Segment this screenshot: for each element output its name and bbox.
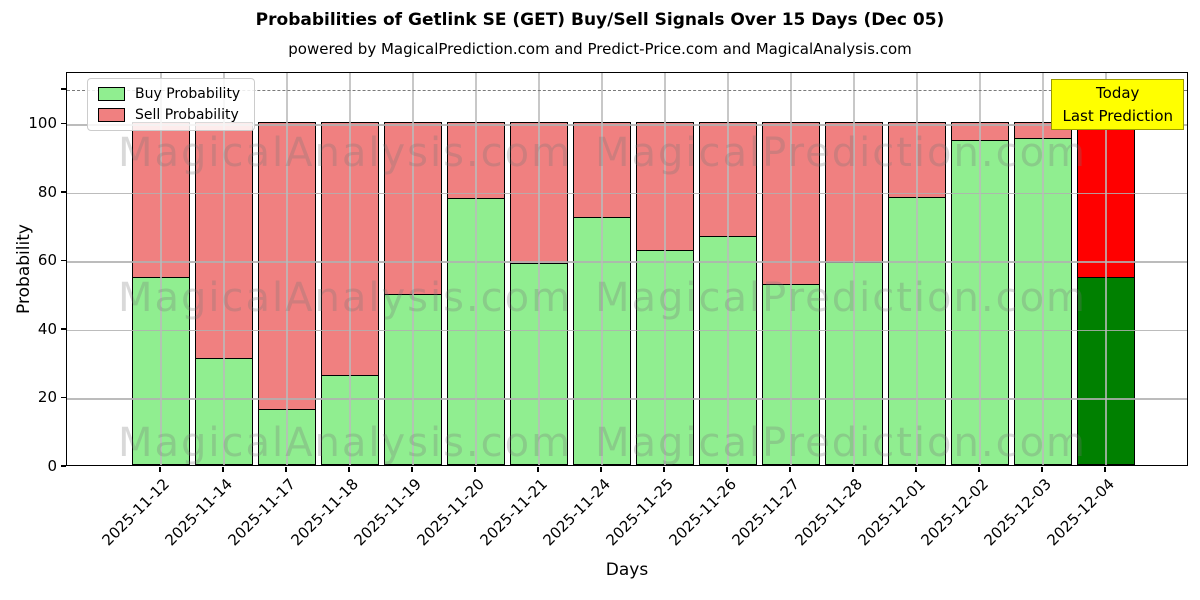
v-gridline [979, 73, 981, 465]
x-tick-label: 2025-11-28 [791, 475, 866, 550]
v-gridline [664, 73, 666, 465]
x-tick-label: 2025-11-25 [602, 475, 677, 550]
v-gridline [286, 73, 288, 465]
x-tick-mark [852, 467, 854, 472]
x-tick-label: 2025-11-14 [161, 475, 236, 550]
x-axis-label: Days [605, 560, 649, 580]
watermark-text: MagicalAnalysis.com [117, 420, 573, 466]
x-tick-label: 2025-11-20 [413, 475, 488, 550]
h-gridline [67, 261, 1187, 263]
today-annotation: Today Last Prediction [1051, 79, 1184, 130]
x-tick-label: 2025-11-12 [98, 475, 173, 550]
y-tick-label: 0 [47, 457, 57, 475]
x-tick-mark [663, 467, 665, 472]
legend-label-buy: Buy Probability [135, 86, 241, 102]
v-gridline [223, 73, 225, 465]
y-tick-label: 40 [37, 319, 57, 338]
h-gridline [67, 329, 1187, 332]
buy-swatch-icon [98, 87, 125, 101]
v-gridline [1042, 73, 1044, 465]
plot-area: MagicalAnalysis.com MagicalAnalysis.com Ma… [66, 72, 1188, 466]
x-tick-mark [726, 467, 728, 472]
v-gridline [916, 73, 918, 465]
legend-label-sell: Sell Probability [135, 107, 239, 123]
x-tick-mark [1104, 467, 1106, 472]
watermark-text: MagicalPrediction.com [595, 275, 1087, 321]
y-tick-mark [61, 122, 66, 125]
y-axis-ticks: 0 20 40 60 80 100 [0, 72, 66, 475]
x-axis-ticks: 2025-11-12 2025-11-14 2025-11-17 2025-11-18… [66, 466, 1188, 576]
x-tick-label: 2025-11-21 [476, 475, 551, 550]
v-gridline [160, 73, 162, 465]
y-tick-mark-minor [61, 88, 66, 90]
y-tick-mark [61, 328, 66, 330]
annotation-line1: Today [1096, 84, 1140, 102]
x-tick-label: 2025-12-03 [980, 475, 1055, 550]
v-gridline [1105, 73, 1107, 465]
x-tick-label: 2025-12-02 [917, 475, 992, 550]
h-gridline [67, 124, 1187, 126]
annotation-line2: Last Prediction [1062, 106, 1173, 125]
v-gridline [601, 73, 603, 465]
legend-entry-buy: Buy Probability [98, 87, 240, 101]
v-gridline [538, 73, 540, 465]
x-tick-mark [978, 467, 980, 472]
x-tick-mark [1041, 467, 1043, 472]
x-tick-mark [159, 467, 161, 472]
x-tick-label: 2025-11-26 [665, 475, 740, 550]
y-tick-mark [61, 191, 66, 193]
x-tick-mark [474, 467, 476, 472]
watermark-text: MagicalAnalysis.com [117, 275, 573, 321]
sell-swatch-icon [98, 108, 125, 122]
x-tick-mark [537, 467, 539, 472]
y-tick-label: 20 [37, 388, 57, 407]
h-gridline [67, 398, 1187, 400]
y-tick-mark [61, 259, 66, 262]
v-gridline [727, 73, 729, 465]
chart-subtitle: powered by MagicalPrediction.com and Pre… [288, 40, 912, 58]
x-tick-mark [915, 467, 917, 472]
y-tick-mark [61, 396, 66, 399]
dashed-threshold-line [67, 90, 1187, 92]
x-tick-label: 2025-11-27 [728, 475, 803, 550]
x-tick-label: 2025-11-24 [539, 475, 614, 550]
y-tick-label: 80 [37, 182, 57, 201]
v-gridline [475, 73, 477, 465]
watermark-text: MagicalPrediction.com [595, 420, 1087, 466]
x-tick-mark [411, 467, 413, 472]
x-tick-mark [789, 467, 791, 472]
v-gridline [412, 73, 414, 465]
watermark-text: MagicalAnalysis.com [117, 130, 573, 176]
x-tick-label: 2025-12-01 [854, 475, 929, 550]
y-tick-label: 60 [37, 251, 57, 270]
x-tick-mark [600, 467, 602, 472]
h-gridline [67, 192, 1187, 195]
legend-entry-sell: Sell Probability [98, 108, 240, 122]
x-tick-label: 2025-11-18 [287, 475, 362, 550]
watermark-text: MagicalPrediction.com [595, 130, 1087, 176]
v-gridline [790, 73, 792, 465]
v-gridline [349, 73, 351, 465]
y-tick-label: 100 [28, 114, 57, 133]
x-tick-label: 2025-11-17 [224, 475, 299, 550]
x-tick-mark [348, 467, 350, 472]
chart-title: Probabilities of Getlink SE (GET) Buy/Se… [255, 10, 945, 30]
y-tick-mark [61, 465, 66, 467]
x-tick-mark [285, 467, 287, 472]
x-tick-label: 2025-11-19 [350, 475, 425, 550]
x-tick-label: 2025-12-04 [1043, 475, 1118, 550]
x-tick-mark [222, 467, 224, 472]
legend: Buy Probability Sell Probability [87, 78, 256, 131]
v-gridline [853, 73, 855, 465]
